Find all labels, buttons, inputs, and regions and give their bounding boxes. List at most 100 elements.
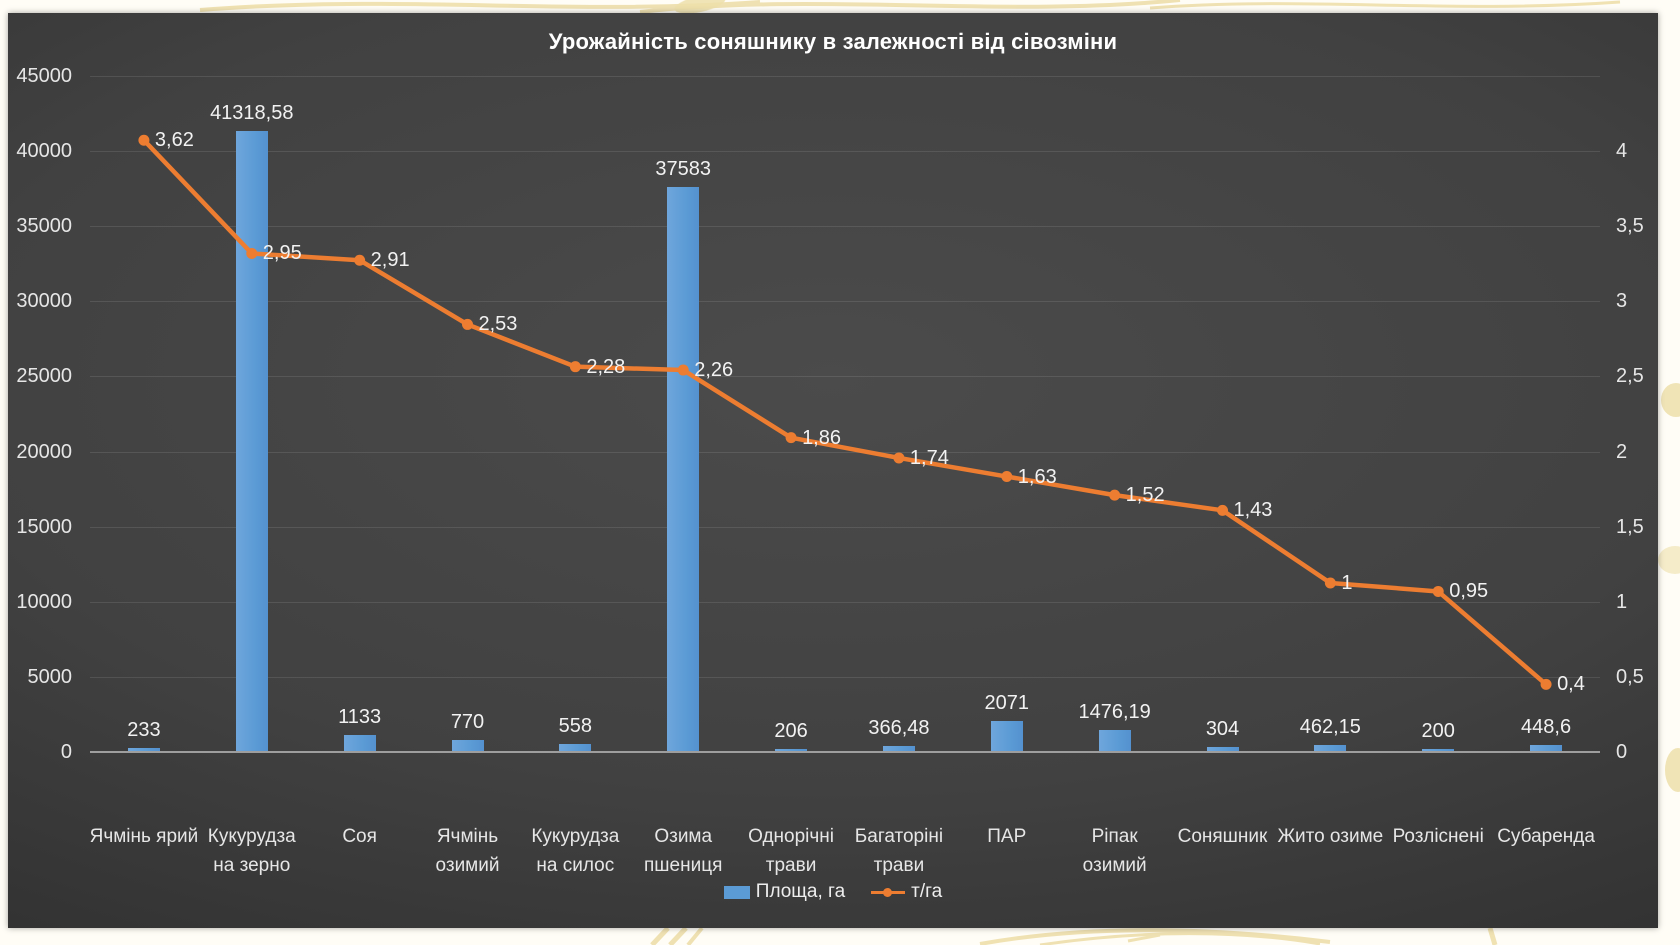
line-data-point [138, 134, 150, 146]
line-value-label: 1,74 [909, 446, 949, 469]
x-category-label: Розліснені [1392, 826, 1484, 847]
legend-line-dot [883, 887, 893, 897]
bar [990, 720, 1023, 752]
x-category-label: ПАР [987, 826, 1027, 847]
line-data-point [1217, 504, 1228, 516]
x-category-label: Озима пшениця [644, 826, 723, 876]
x-category-label: Соя [342, 826, 377, 847]
bar-value-label: 558 [558, 714, 593, 737]
line-data-point [1540, 678, 1552, 690]
right-axis-tick-label: 1,5 [1616, 515, 1644, 538]
line-data-point [569, 361, 581, 373]
right-axis-tick-label: 0 [1616, 741, 1628, 763]
gridline [90, 226, 1600, 228]
line-value-label: 3,62 [154, 129, 194, 152]
bar [235, 131, 268, 752]
legend: Площа, га т/га [8, 881, 1658, 903]
left-axis-tick-label: 0 [60, 741, 72, 763]
bar-value-label: 770 [450, 711, 485, 734]
line-series-path [142, 138, 1548, 687]
bar-value-label: 41318,58 [210, 102, 294, 125]
line-data-point [893, 452, 905, 464]
bar-value-label: 233 [127, 719, 161, 742]
gridline [90, 451, 1600, 453]
line-series-layer [138, 134, 1552, 690]
bar-value-label: 1133 [338, 705, 382, 728]
right-axis-tick-label: 4 [1616, 140, 1628, 163]
bar-value-label: 2071 [984, 691, 1030, 714]
gridline [90, 301, 1600, 303]
left-axis-tick-label: 45000 [16, 65, 72, 87]
bar [343, 734, 376, 752]
x-category-label: Кукурудза на силос [531, 826, 620, 876]
bar-value-label: 206 [774, 719, 808, 742]
right-axis-tick-label: 2,5 [1616, 365, 1644, 388]
x-category-label: Багаторіні трави [854, 826, 944, 876]
line-data-point [1432, 585, 1444, 597]
bar-value-label: 448,6 [1521, 716, 1572, 739]
legend-label-yield: т/га [911, 881, 943, 902]
x-category-label: Субаренда [1497, 826, 1595, 847]
line-value-label: 2,28 [586, 355, 626, 378]
bar [559, 743, 592, 752]
line-data-point [1001, 471, 1013, 483]
gridline [90, 376, 1600, 378]
line-value-label: 1 [1341, 572, 1353, 594]
chart-title: Урожайність соняшнику в залежності від с… [548, 29, 1118, 54]
left-axis-tick-label: 15000 [16, 515, 72, 538]
bar-value-label: 366,48 [868, 717, 930, 740]
left-axis-tick-label: 30000 [16, 290, 72, 313]
left-axis-tick-label: 25000 [16, 365, 72, 388]
x-category-label: Ячмінь озимий [435, 826, 500, 876]
bar [451, 740, 484, 752]
bar-value-label: 1476,19 [1078, 700, 1151, 723]
bar [1314, 745, 1347, 752]
right-axis-tick-label: 1 [1616, 590, 1628, 613]
bar [1098, 729, 1131, 752]
line-data-point [462, 318, 473, 330]
bar-value-label: 37583 [655, 158, 712, 181]
line-data-point [1109, 489, 1121, 501]
line-value-label: 2,26 [694, 359, 734, 382]
line-data-point [354, 254, 366, 266]
left-axis-tick-label: 40000 [16, 140, 72, 163]
line-value-label: 0,4 [1557, 673, 1585, 696]
x-category-label: Ріпак озимий [1082, 826, 1147, 876]
bar-value-label: 462,15 [1299, 716, 1361, 739]
gridline [90, 601, 1600, 603]
line-value-label: 1,86 [802, 426, 841, 449]
left-axis-tick-label: 10000 [16, 590, 72, 613]
bar [775, 748, 808, 752]
left-axis-tick-label: 5000 [27, 665, 73, 688]
x-category-label: Однорічні трави [748, 826, 835, 876]
line-data-point [677, 364, 689, 376]
bar [667, 187, 700, 752]
legend-item-yield: т/га [871, 881, 942, 903]
line-value-label: 1,52 [1125, 484, 1165, 507]
gridline [90, 151, 1600, 153]
bar [1530, 745, 1563, 752]
right-axis-tick-label: 3,5 [1616, 215, 1644, 238]
x-axis-line [90, 751, 1600, 753]
gridline [90, 676, 1600, 678]
chart-panel: Урожайність соняшнику в залежності від с… [8, 13, 1658, 928]
bar-value-label: 200 [1421, 719, 1455, 742]
line-data-point [1324, 577, 1336, 589]
line-data-point [785, 432, 797, 444]
line-data-point [246, 247, 258, 259]
line-value-label: 2,95 [262, 242, 302, 265]
right-axis-tick-label: 0,5 [1616, 665, 1644, 688]
bar [882, 746, 915, 752]
line-value-label: 2,91 [370, 249, 410, 272]
bar [1206, 747, 1239, 752]
legend-item-area: Площа, га [723, 881, 846, 903]
line-value-label: 0,95 [1449, 580, 1489, 603]
gridline [90, 76, 1600, 77]
x-category-label: Ячмінь ярий [89, 826, 199, 847]
x-category-label: Кукурудза на зерно [207, 826, 296, 876]
legend-label-area: Площа, га [755, 881, 846, 902]
bar-value-label: 304 [1205, 718, 1240, 741]
right-axis-tick-label: 2 [1616, 440, 1628, 463]
x-category-label: Жито озиме [1277, 826, 1384, 847]
